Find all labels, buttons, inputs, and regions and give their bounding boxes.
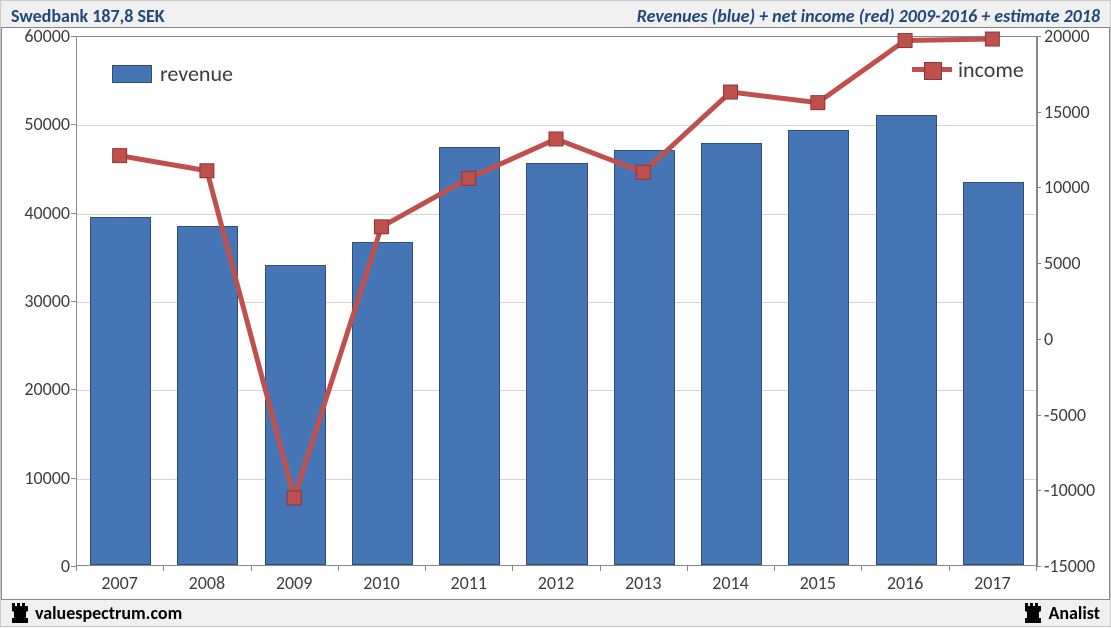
x-label: 2013: [625, 572, 662, 594]
x-tick: [861, 566, 862, 571]
x-tick: [774, 566, 775, 571]
revenue-bar: [876, 115, 937, 566]
chart-panel: 0100002000030000400005000060000-15000-10…: [1, 27, 1110, 600]
rook-icon: [1024, 603, 1042, 623]
x-label: 2015: [800, 572, 837, 594]
chart-footer: valuespectrum.com Analist: [1, 600, 1110, 626]
chart-inner: 0100002000030000400005000060000-15000-10…: [2, 28, 1109, 599]
rook-icon: [11, 603, 29, 623]
revenue-bar: [788, 130, 849, 565]
chart-header: Swedbank 187,8 SEK Revenues (blue) + net…: [1, 1, 1110, 27]
x-tick: [512, 566, 513, 571]
x-label: 2017: [974, 572, 1011, 594]
footer-left-text: valuespectrum.com: [35, 602, 182, 624]
y-left-tick: [71, 478, 76, 479]
legend-revenue: revenue: [112, 60, 233, 87]
revenue-bar: [526, 163, 587, 565]
y-left-label: 10000: [6, 467, 70, 489]
x-tick: [425, 566, 426, 571]
x-label: 2012: [538, 572, 575, 594]
plot-area: [76, 36, 1036, 566]
y-left-tick: [71, 301, 76, 302]
y-right-spine: [1036, 36, 1038, 566]
y-right-label: 10000: [1044, 176, 1108, 198]
y-left-label: 20000: [6, 378, 70, 400]
y-left-tick: [71, 213, 76, 214]
footer-left-brand: valuespectrum.com: [11, 602, 182, 624]
y-right-label: 5000: [1044, 252, 1108, 274]
x-tick: [251, 566, 252, 571]
title-right: Revenues (blue) + net income (red) 2009-…: [637, 5, 1100, 27]
footer-right-text: Analist: [1048, 602, 1100, 624]
y-left-label: 50000: [6, 113, 70, 135]
revenue-bar: [963, 182, 1024, 565]
y-right-label: 20000: [1044, 25, 1108, 47]
x-tick: [163, 566, 164, 571]
x-tick: [949, 566, 950, 571]
title-left: Swedbank 187,8 SEK: [11, 5, 165, 27]
y-right-label: -10000: [1044, 479, 1108, 501]
revenue-bar: [90, 217, 151, 565]
x-tick: [600, 566, 601, 571]
x-tick: [1036, 566, 1037, 571]
x-label: 2008: [189, 572, 226, 594]
revenue-bar: [265, 265, 326, 565]
y-left-label: 40000: [6, 202, 70, 224]
x-label: 2010: [363, 572, 400, 594]
footer-right-brand: Analist: [1024, 602, 1100, 624]
revenue-bar: [701, 143, 762, 565]
legend-income-symbol: [912, 58, 952, 82]
y-right-label: -5000: [1044, 404, 1108, 426]
revenue-bar: [614, 150, 675, 565]
revenue-bar: [439, 147, 500, 565]
x-tick: [76, 566, 77, 571]
x-label: 2007: [101, 572, 138, 594]
legend-revenue-label: revenue: [160, 60, 233, 87]
x-tick: [687, 566, 688, 571]
y-right-label: -15000: [1044, 555, 1108, 577]
x-label: 2014: [712, 572, 749, 594]
x-tick: [338, 566, 339, 571]
x-label: 2009: [276, 572, 313, 594]
y-left-label: 60000: [6, 25, 70, 47]
y-right-label: 15000: [1044, 101, 1108, 123]
x-label: 2016: [887, 572, 924, 594]
legend-income-label: income: [958, 56, 1024, 83]
y-left-tick: [71, 36, 76, 37]
legend-revenue-swatch: [112, 65, 152, 83]
y-right-label: 0: [1044, 328, 1108, 350]
y-left-label: 30000: [6, 290, 70, 312]
legend-income: income: [912, 56, 1024, 83]
y-left-label: 0: [6, 555, 70, 577]
x-label: 2011: [450, 572, 487, 594]
y-left-tick: [71, 124, 76, 125]
revenue-bar: [177, 226, 238, 565]
revenue-bar: [352, 242, 413, 565]
y-left-tick: [71, 389, 76, 390]
